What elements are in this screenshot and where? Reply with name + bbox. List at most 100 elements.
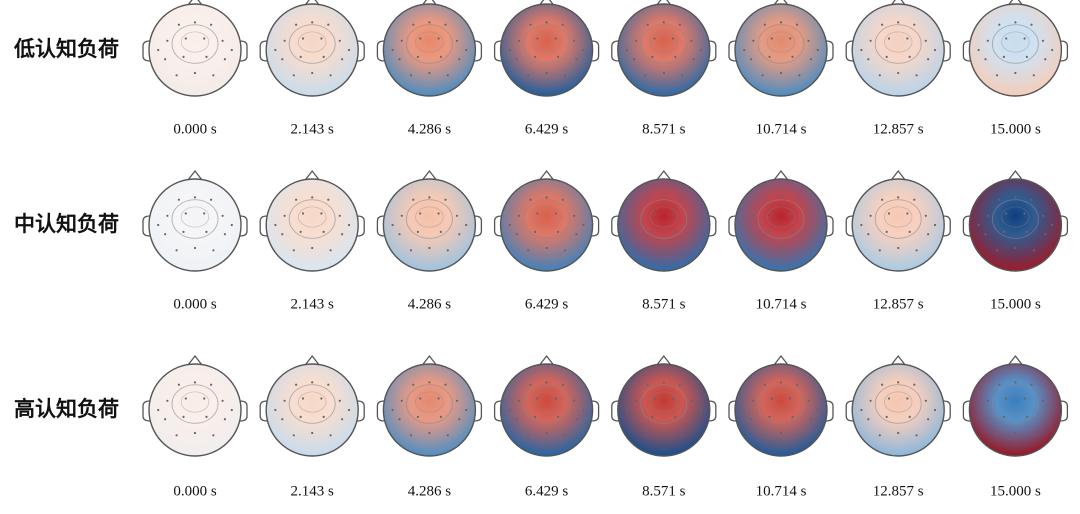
ear (591, 40, 600, 62)
contour (991, 24, 1039, 64)
sensor (1023, 397, 1026, 400)
sensor (295, 198, 298, 201)
topomap (259, 354, 365, 457)
sensor (311, 196, 314, 199)
sensor (678, 383, 682, 386)
sensor (885, 55, 888, 59)
sensor (699, 223, 702, 227)
contour (884, 391, 913, 413)
sensor (984, 233, 987, 236)
sensor (193, 246, 197, 250)
scalp-map (265, 363, 359, 457)
sensor (924, 214, 927, 217)
sensor (798, 249, 801, 252)
sensor (529, 383, 532, 386)
sensor (908, 230, 911, 233)
sensor (281, 58, 284, 61)
topomap (611, 354, 717, 457)
topomap (142, 169, 248, 272)
sensor (915, 434, 918, 437)
sensor (763, 383, 767, 386)
sensor (750, 233, 753, 236)
sensor (1002, 55, 1006, 59)
ear (376, 40, 385, 62)
sensor (662, 246, 665, 250)
sensor (292, 434, 295, 437)
nose (539, 169, 555, 181)
ear (474, 40, 483, 62)
sensor (632, 58, 636, 61)
ear (825, 400, 834, 422)
sensor (913, 23, 916, 26)
ear (728, 215, 737, 237)
sensor (1041, 214, 1045, 217)
sensor (575, 58, 578, 61)
sensor (166, 39, 169, 42)
sensor (809, 233, 813, 236)
sensor (678, 198, 682, 201)
ear (845, 400, 854, 422)
sensor (995, 249, 999, 252)
contour (288, 199, 336, 239)
contour (874, 199, 922, 239)
sensor (761, 74, 764, 77)
sensor (193, 196, 197, 199)
time-label: 12.857 s (873, 296, 924, 312)
sensor (869, 214, 872, 217)
sensor (428, 431, 431, 435)
scalp-map (617, 178, 711, 272)
row-label: 高认知负荷 (14, 397, 119, 421)
sensor (203, 37, 206, 40)
sensor (465, 408, 468, 412)
sensor (752, 399, 755, 402)
contour (884, 31, 913, 53)
sensor (743, 223, 746, 227)
sensor (768, 55, 771, 59)
ear (962, 215, 971, 237)
sensor (1014, 381, 1017, 384)
sensor (908, 415, 911, 418)
contour (298, 206, 327, 228)
ear (1060, 400, 1069, 422)
sensor (444, 198, 447, 201)
sensor (995, 74, 999, 77)
sensor (625, 408, 629, 412)
sensor (779, 71, 783, 75)
scalp-map (617, 3, 711, 97)
contour (523, 199, 571, 239)
ear (611, 400, 619, 422)
sensor (419, 212, 422, 215)
scalp-map (851, 178, 945, 272)
contour (884, 206, 913, 228)
contour (298, 31, 327, 53)
sensor (1030, 383, 1033, 386)
time-label: 4.286 s (408, 121, 452, 137)
nose (1007, 354, 1023, 366)
sensor (230, 408, 233, 412)
sensor (322, 415, 325, 418)
contour (405, 384, 453, 424)
sensor (301, 397, 305, 400)
sensor (329, 74, 332, 77)
sensor (545, 246, 548, 250)
sensor (341, 418, 344, 421)
sensor (809, 418, 813, 421)
nose (421, 169, 437, 181)
sensor (437, 37, 440, 40)
sensor (446, 434, 449, 437)
sensor (927, 58, 930, 61)
sensor (536, 212, 539, 215)
scalp-map (734, 363, 828, 457)
sensor (625, 223, 629, 227)
sensor (897, 381, 900, 384)
sensor (299, 415, 302, 418)
sensor (796, 383, 799, 386)
nose (421, 354, 437, 366)
sensor (182, 55, 185, 59)
sensor (177, 23, 180, 26)
topomap (611, 169, 717, 272)
topomap (845, 169, 951, 272)
scalp-map (968, 178, 1063, 272)
sensor (320, 37, 323, 40)
sensor (768, 230, 771, 233)
